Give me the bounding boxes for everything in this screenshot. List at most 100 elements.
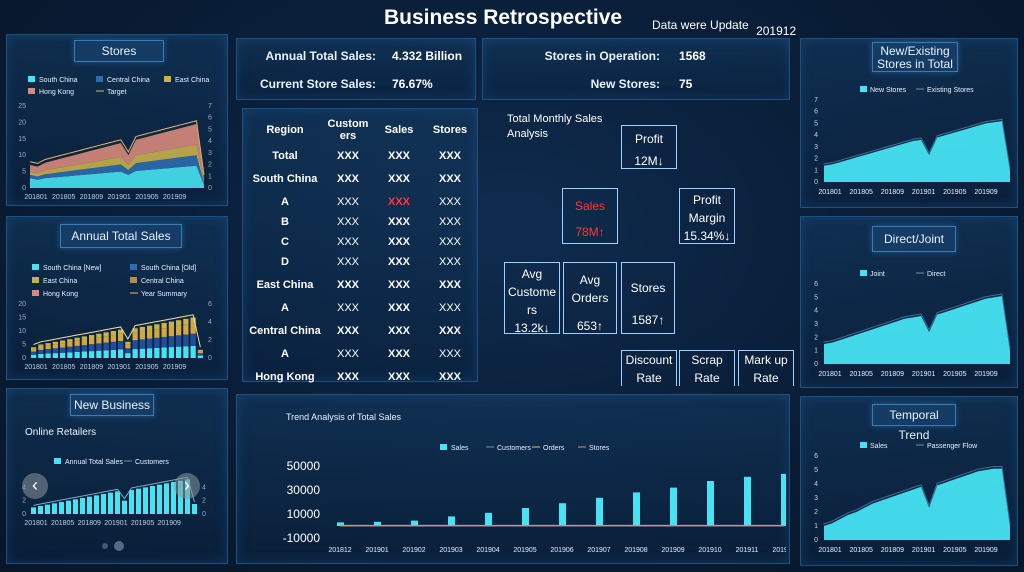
scrap-rate-box[interactable]: Scrap Rate	[679, 350, 735, 386]
table-row: D XXX XXX XXX	[248, 252, 476, 272]
monthly-analysis-title: Total Monthly Sales Analysis	[507, 112, 602, 142]
bar	[157, 484, 162, 514]
bar-segment	[110, 331, 116, 336]
bar	[45, 504, 50, 514]
profit-margin-box[interactable]: Profit Margin 15.34%↓	[679, 188, 735, 244]
sales-cell: XXX	[387, 216, 410, 228]
table-row: Hong Kong XXX XXX XXX	[248, 364, 476, 390]
bar-segment	[118, 333, 124, 341]
x-tick-label: 201905	[943, 547, 966, 554]
region-cell: A	[281, 302, 289, 314]
new-existing-title-line2: Stores in Total	[877, 57, 953, 71]
bar	[115, 491, 120, 514]
bar-segment	[176, 320, 182, 326]
y-tick-label: 15	[18, 136, 26, 143]
bar-segment	[168, 347, 174, 358]
bar-segment	[125, 353, 131, 358]
bar	[66, 500, 71, 514]
customers-cell: XXX	[336, 256, 359, 268]
x-tick-label: 201901	[365, 547, 388, 554]
sales-bar	[448, 516, 455, 526]
bar	[129, 490, 134, 514]
region-table: Region Custom ers Sales Stores Total XXX X…	[248, 114, 476, 390]
carousel-prev-button[interactable]: ‹	[22, 473, 48, 499]
annual-sales-panel-title: Annual Total Sales	[60, 224, 182, 248]
y-tick-label: 3	[814, 144, 818, 151]
stores-panel-title: Stores	[74, 40, 164, 62]
x-tick-label: 201909	[661, 547, 684, 554]
legend-label: East China	[43, 278, 77, 285]
scrap-rate-label-1: Scrap	[691, 353, 723, 367]
avg-orders-box[interactable]: Avg Orders 653↑	[563, 262, 617, 334]
bar-segment	[45, 345, 51, 350]
markup-rate-box[interactable]: Mark up Rate	[738, 350, 794, 386]
stores-box[interactable]: Stores 1587↑	[621, 262, 675, 334]
legend-swatch	[860, 442, 867, 448]
series-area	[824, 468, 1010, 540]
region-cell: B	[281, 216, 289, 228]
y-tick-label: 7	[814, 97, 818, 104]
x-tick-label: 201909	[974, 371, 997, 378]
bar-segment	[52, 348, 58, 354]
series-area	[30, 124, 204, 182]
sales-cell: XXX	[387, 348, 410, 360]
avg-customers-label-2: Custome	[507, 285, 557, 299]
x-tick-label: 201805	[850, 547, 873, 554]
bar-segment	[103, 336, 109, 343]
bar-segment	[52, 341, 58, 345]
legend-label: Year Summary	[141, 291, 188, 298]
x-tick-label: 201901	[104, 520, 127, 527]
bar-segment	[31, 351, 37, 355]
bar-segment	[96, 337, 102, 344]
profit-value: 12M↓	[634, 154, 664, 168]
sales-cell: XXX	[387, 173, 410, 185]
y-tick-label: 6	[814, 109, 818, 116]
sales-bar	[522, 508, 529, 526]
legend-label: South China [Old]	[141, 265, 196, 272]
carousel-dot-2[interactable]	[114, 541, 124, 551]
discount-rate-box[interactable]: Discount Rate	[621, 350, 677, 386]
profit-margin-label-1: Profit	[692, 193, 721, 207]
x-tick-label: 201909	[163, 364, 186, 371]
new-business-panel-title: New Business	[70, 394, 154, 416]
annual-total-sales-value: 4.332 Billion	[392, 49, 463, 63]
temporal-chart: Sales Passenger Flow 0 1 2 3 4 5 6 201801 201805 20…	[814, 442, 1011, 554]
bar-segment	[118, 349, 124, 358]
y-tick-label: 6	[814, 453, 818, 460]
bar-segment	[154, 324, 160, 330]
bar-segment	[132, 349, 138, 358]
avg-customers-box[interactable]: Avg Custome rs 13.2k↓	[504, 262, 560, 335]
legend-swatch	[32, 290, 39, 296]
bar-segment	[168, 327, 174, 337]
profit-box[interactable]: Profit 12M↓	[621, 125, 677, 169]
bar-segment	[60, 343, 66, 348]
legend-swatch	[32, 277, 39, 283]
sales-bar	[374, 521, 381, 526]
stores-cell: XXX	[438, 256, 461, 268]
sales-box[interactable]: Sales 78M↑	[562, 188, 618, 244]
trend-panel	[236, 394, 790, 564]
y-tick-label: 2	[814, 509, 818, 516]
x-tick-label: 201905	[131, 520, 154, 527]
y-tick-label: 4	[814, 481, 818, 488]
trend-chart-title: Trend Analysis of Total Sales	[286, 412, 402, 422]
bar-segment	[139, 326, 145, 332]
x-tick-label: 201910	[698, 547, 721, 554]
bar-segment	[110, 335, 116, 342]
legend-swatch	[860, 86, 867, 92]
legend-label: South China [New]	[43, 265, 101, 272]
kpi-right-panel	[482, 38, 790, 100]
legend-label: Hong Kong	[43, 291, 78, 298]
customers-cell: XXX	[336, 348, 359, 360]
bar-segment	[183, 346, 189, 358]
bar	[80, 498, 85, 514]
series-line	[823, 293, 1011, 349]
bar-segment	[190, 323, 196, 334]
x-tick-label: 201911	[736, 547, 759, 554]
sales-cell: XXX	[387, 325, 410, 337]
carousel-dot-1[interactable]	[102, 543, 108, 549]
sales-cell: XXX	[387, 256, 410, 268]
carousel-next-button[interactable]: ›	[174, 473, 200, 499]
online-retailers-chart: Annual Total SalesCustomers0240242018012…	[22, 458, 206, 527]
bar-segment	[147, 325, 153, 331]
